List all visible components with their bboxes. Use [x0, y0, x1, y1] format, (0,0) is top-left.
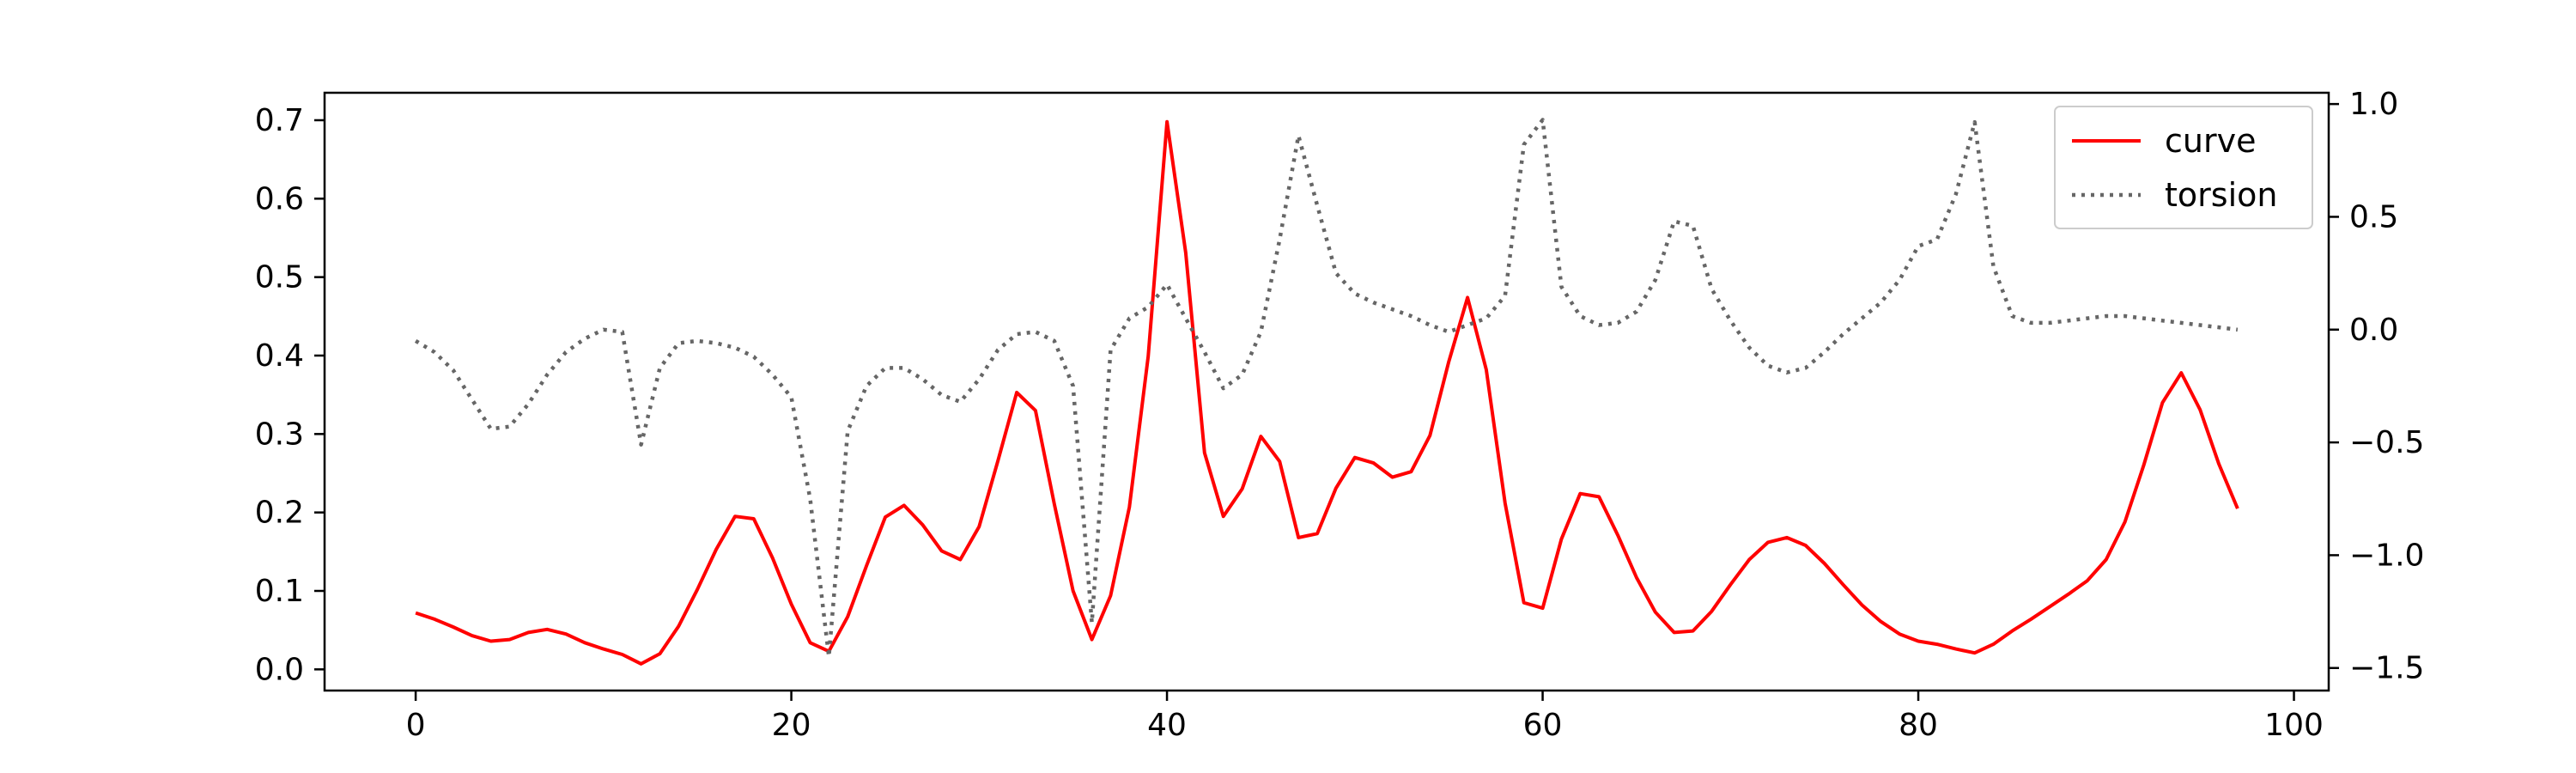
legend-box: [2054, 106, 2313, 229]
series-line-torsion: [414, 118, 2239, 659]
y2-tick-label: 0.5: [2349, 199, 2398, 234]
y2-tick-label: −1.0: [2349, 538, 2424, 573]
x-tick-label: 0: [406, 708, 426, 743]
x-axis: 0 20 40 60 80 100: [406, 691, 2324, 743]
y-tick-label: 0.7: [255, 103, 304, 138]
x-tick-label: 80: [1899, 708, 1938, 743]
y2-tick-label: 1.0: [2349, 87, 2398, 122]
y2-tick-label: 0.0: [2349, 313, 2398, 348]
y-tick-label: 0.4: [255, 338, 304, 374]
y-axis-left: 0.0 0.1 0.2 0.3 0.4 0.5 0.6 0.7: [255, 103, 325, 687]
x-tick-label: 40: [1147, 708, 1187, 743]
y-tick-label: 0.3: [255, 417, 304, 452]
x-tick-label: 20: [772, 708, 811, 743]
x-tick-label: 100: [2264, 708, 2324, 743]
y-tick-label: 0.6: [255, 181, 304, 216]
y-tick-label: 0.0: [255, 652, 304, 687]
x-tick-label: 60: [1523, 708, 1563, 743]
series-layer: [414, 118, 2239, 666]
series-line-curve: [415, 119, 2239, 666]
y2-tick-label: −1.5: [2349, 651, 2424, 686]
y-tick-label: 0.2: [255, 496, 304, 531]
y-tick-label: 0.1: [255, 574, 304, 609]
legend-label-torsion: torsion: [2165, 176, 2277, 214]
y2-tick-label: −0.5: [2349, 425, 2424, 460]
legend-label-curve: curve: [2165, 122, 2256, 160]
plot-frame: [323, 91, 2330, 692]
y-axis-right: 1.0 0.5 0.0 −0.5 −1.0 −1.5: [2329, 87, 2424, 686]
y-tick-label: 0.5: [255, 260, 304, 295]
legend: curve torsion: [2054, 106, 2313, 229]
